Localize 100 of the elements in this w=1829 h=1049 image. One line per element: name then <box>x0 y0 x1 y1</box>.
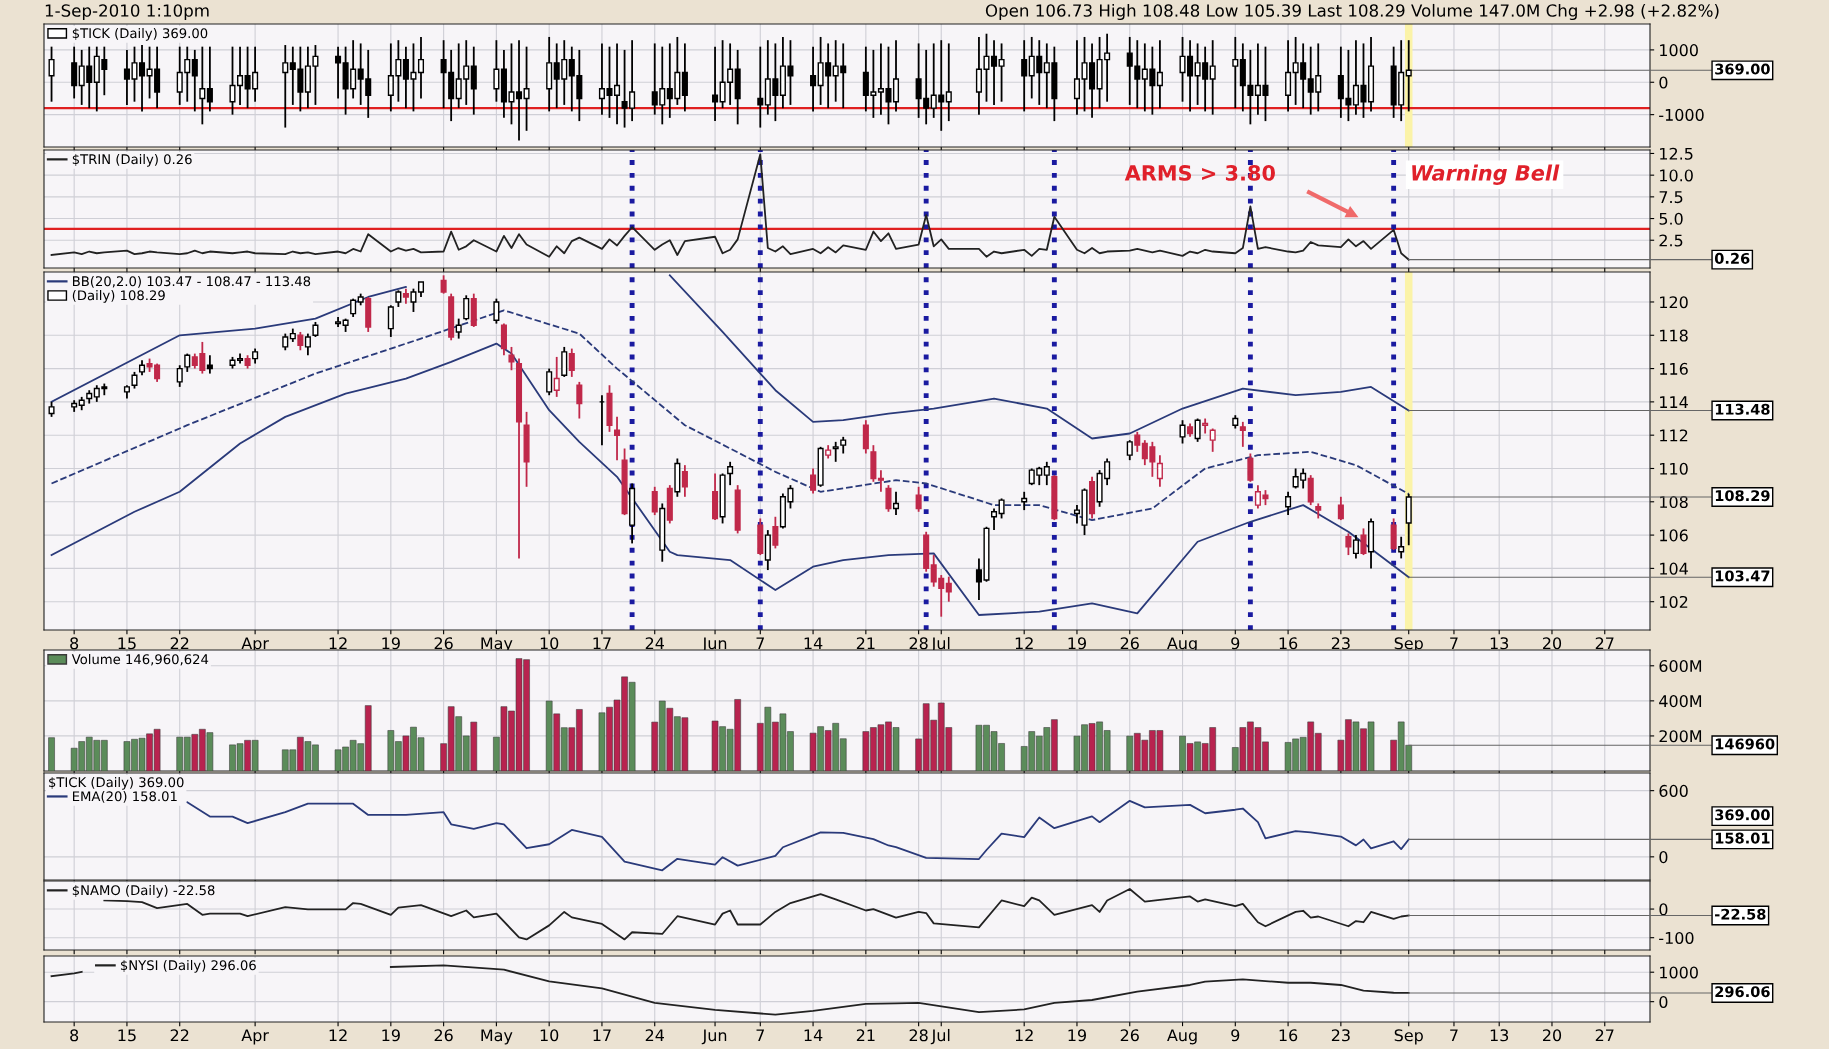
y-tick-label: 114 <box>1660 396 1688 408</box>
x-tick-label: Jun <box>701 1029 727 1045</box>
x-tick-label: 12 <box>329 1029 347 1042</box>
x-tick-label: 28 <box>909 1029 928 1042</box>
legend-label: BB(20,2.0) 103.47 - 108.47 - 113.48 <box>73 275 311 288</box>
x-tick-label: 19 <box>1068 1029 1087 1042</box>
y-tick-label: 116 <box>1660 362 1688 375</box>
text: 369.00 <box>1715 809 1770 821</box>
legend-label: $TRIN (Daily) 0.26 <box>72 153 192 167</box>
y-tick-label: 102 <box>1660 595 1688 608</box>
y-tick-label: -100 <box>1659 931 1694 944</box>
y-tick-label: 120 <box>1660 296 1688 309</box>
x-tick-label: 7 <box>1450 1029 1458 1042</box>
annotation: 296.06 <box>1715 986 1770 998</box>
x-tick-label: 14 <box>804 637 823 650</box>
x-tick-label: 23 <box>1331 637 1350 650</box>
annotation: 0.26 <box>1714 252 1750 264</box>
x-tick-label: 21 <box>856 637 875 650</box>
x-tick-label: 26 <box>434 1029 453 1042</box>
x-tick-label: 19 <box>382 1029 400 1042</box>
x-tick-label: 24 <box>645 1029 664 1042</box>
x-tick-label: 16 <box>1279 637 1298 650</box>
y-tick-label: 1000 <box>1660 44 1698 57</box>
chart-title: 1-Sep-2010 1:10pm <box>45 4 209 21</box>
x-tick-label: Apr <box>241 637 269 653</box>
x-tick-label: 15 <box>118 637 136 650</box>
x-tick-label: 17 <box>593 1029 611 1042</box>
x-tick-label: 7 <box>756 1029 765 1042</box>
y-tick-label: 0 <box>1659 903 1668 916</box>
x-tick-label: 10 <box>540 637 559 650</box>
x-tick-label: 21 <box>856 1029 875 1042</box>
x-tick-label: 22 <box>170 637 189 650</box>
annotation: ARMS > 3.80 <box>1124 165 1275 181</box>
x-tick-label: 15 <box>118 1029 136 1042</box>
x-tick-label: 14 <box>804 1029 823 1042</box>
y-tick-label: 112 <box>1660 429 1688 442</box>
y-tick-label: 0 <box>1659 851 1668 864</box>
x-tick-label: Sep <box>1394 637 1423 653</box>
legend-label: Volume 146,960,624 <box>71 653 209 666</box>
annotation: 158.01 <box>1715 832 1770 844</box>
x-tick-label: 26 <box>1120 1029 1139 1042</box>
x-tick-label: 27 <box>1595 637 1614 650</box>
x-tick-label: 12 <box>1015 637 1033 650</box>
y-tick-label: 0 <box>1659 995 1668 1008</box>
legend-label: EMA(20) 158.01 <box>73 791 177 803</box>
y-tick-label: 7.5 <box>1659 191 1683 204</box>
y-tick-label: 200M <box>1659 730 1702 743</box>
y-tick-label: 1000 <box>1660 966 1698 979</box>
legend-label: $TICK (Daily) 369.00 <box>72 27 208 41</box>
y-tick-label: 10.0 <box>1660 169 1693 182</box>
x-tick-label: 8 <box>70 637 79 650</box>
x-tick-label: 12 <box>329 637 347 650</box>
x-tick-label: 9 <box>1231 1029 1240 1042</box>
y-tick-label: 600 <box>1659 784 1688 797</box>
x-tick-label: 7 <box>1450 637 1458 650</box>
x-tick-label: 20 <box>1542 1029 1562 1042</box>
x-tick-label: 27 <box>1595 1029 1614 1042</box>
x-tick-label: 13 <box>1490 1029 1509 1042</box>
x-tick-label: 7 <box>756 637 765 650</box>
y-tick-label: 600M <box>1659 660 1702 673</box>
y-tick-label: 5.0 <box>1659 212 1683 225</box>
x-tick-label: Jul <box>930 1028 950 1045</box>
x-tick-label: 10 <box>540 1029 559 1042</box>
y-tick-label: 118 <box>1660 329 1688 342</box>
x-tick-label: Sep <box>1394 1029 1423 1045</box>
x-tick-label: 24 <box>645 637 664 650</box>
x-tick-label: May <box>481 1029 513 1045</box>
x-tick-label: 12 <box>1015 1029 1033 1042</box>
y-tick-label: 12.5 <box>1660 147 1693 160</box>
x-tick-label: 8 <box>70 1029 79 1042</box>
legend-label: (Daily) 108.29 <box>72 290 165 303</box>
x-tick-label: 19 <box>382 637 400 650</box>
y-tick-label: 400M <box>1659 695 1702 708</box>
series-label: $NYSI (Daily) 296.06 <box>120 959 256 973</box>
y-tick-label: 106 <box>1660 529 1688 542</box>
y-tick-label: 108 <box>1660 496 1688 509</box>
chart-subtitle: Open 106.73 High 108.48 Low 105.39 Last 108.29 Volume 147.0M Chg +2.98 (+2.82%) <box>985 3 1719 21</box>
legend-title: $TICK (Daily) 369.00 <box>49 776 184 790</box>
x-tick-label: 9 <box>1231 637 1240 650</box>
x-tick-label: 19 <box>1068 637 1087 650</box>
x-tick-label: 17 <box>593 637 611 650</box>
y-tick-label: 110 <box>1660 462 1688 475</box>
y-tick-label: -1000 <box>1659 108 1704 121</box>
x-tick-label: 20 <box>1542 637 1562 650</box>
annotation: 369.00 <box>1715 63 1770 75</box>
y-tick-label: 104 <box>1660 562 1688 575</box>
x-tick-label: 13 <box>1490 637 1509 650</box>
x-tick-label: 23 <box>1331 1029 1350 1042</box>
annotation: -22.58 <box>1715 908 1766 920</box>
x-tick-label: 26 <box>1120 637 1139 650</box>
legend-label: $NAMO (Daily) -22.58 <box>72 884 215 898</box>
annotation: Warning Bell <box>1412 164 1560 185</box>
x-tick-label: May <box>481 637 513 653</box>
annotation: 108.29 <box>1715 490 1770 502</box>
x-tick-label: Aug <box>1167 1029 1197 1045</box>
y-tick-label: 0 <box>1659 76 1668 89</box>
y-tick-label: 2.5 <box>1659 234 1683 247</box>
x-tick-label: 26 <box>434 637 453 650</box>
x-tick-label: 28 <box>909 637 928 650</box>
x-tick-label: 22 <box>170 1029 189 1042</box>
